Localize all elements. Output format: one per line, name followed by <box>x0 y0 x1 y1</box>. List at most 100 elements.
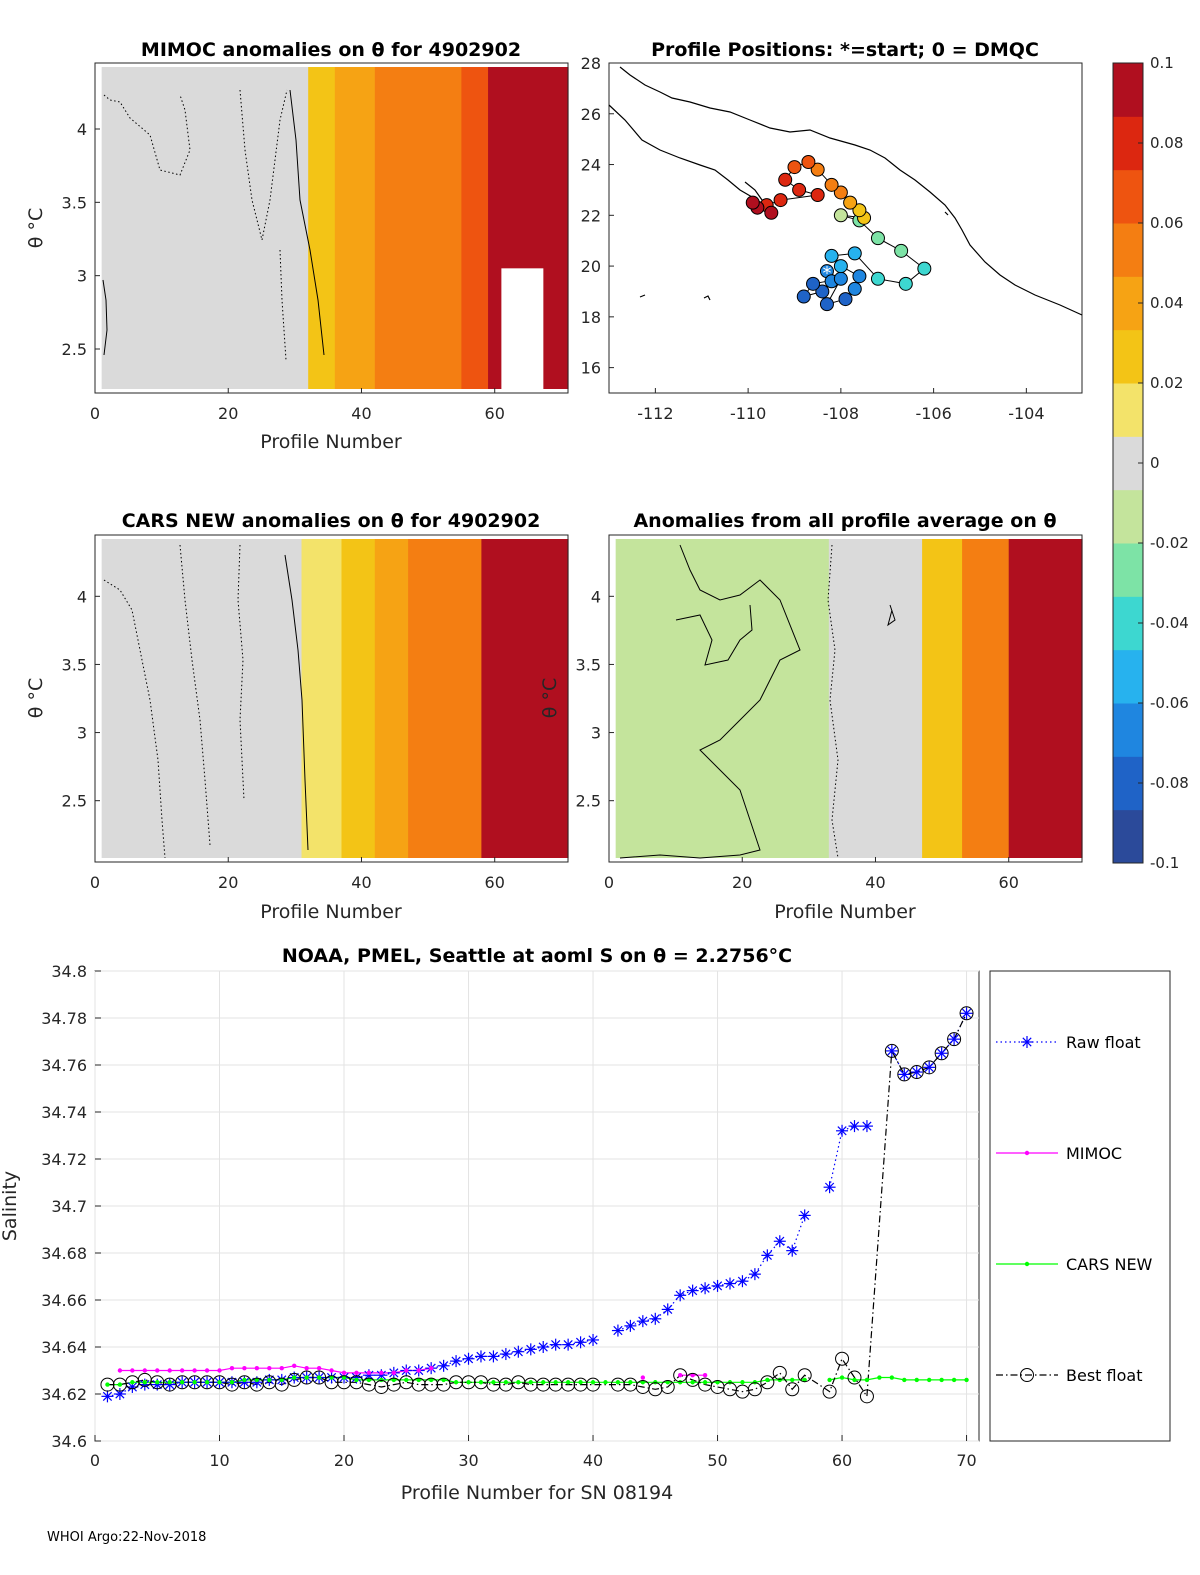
salinity-line-0-2 <box>829 1125 867 1188</box>
salinity-point-1-16 <box>292 1363 297 1369</box>
salinity-point-3-37 <box>548 1377 563 1392</box>
salinity-series-markers <box>100 1006 974 1404</box>
positions-ytick-label-2: 20 <box>581 257 601 276</box>
profile-point-23 <box>843 195 858 210</box>
positions-xtick-label-1: -110 <box>730 404 766 423</box>
mimoc-column-0 <box>101 67 309 389</box>
track-start-marker: * <box>822 263 831 284</box>
mimoc-heatmap <box>101 67 569 389</box>
salinity-point-0-53 <box>748 1268 761 1281</box>
salinity-point-2-67 <box>926 1377 932 1383</box>
salinity-point-3-17 <box>299 1370 314 1385</box>
salinity-point-3-9 <box>200 1375 215 1390</box>
salinity-point-2-44 <box>640 1380 646 1385</box>
salinity-point-0-50 <box>711 1279 724 1292</box>
salinity-point-2-5 <box>155 1380 160 1385</box>
cars-xtick-label-2: 40 <box>351 873 371 892</box>
salinity-point-2-68 <box>939 1377 944 1383</box>
salinity-point-0-66 <box>910 1066 923 1079</box>
salinity-point-3-57 <box>797 1368 812 1383</box>
avg-xtick-label-2: 40 <box>865 873 885 892</box>
mimoc-panel: MIMOC anomalies on θ for 4902902 0 20 40 60… <box>25 39 569 453</box>
profile-point-7 <box>819 297 834 312</box>
salinity-point-0-31 <box>474 1350 487 1363</box>
salinity-point-0-37 <box>549 1338 562 1351</box>
cars-xtick-label-3: 60 <box>485 873 505 892</box>
salinity-point-3-53 <box>747 1382 762 1397</box>
cars-ytick-label-0: 2.5 <box>62 792 87 811</box>
cars-column-1 <box>301 539 343 858</box>
salinity-line-0-0 <box>107 1339 594 1397</box>
salinity-xlabel: Profile Number for SN 08194 <box>401 1482 673 1504</box>
salinity-point-0-42 <box>611 1324 624 1337</box>
mimoc-ylabel: θ °C <box>25 208 47 248</box>
salinity-point-1-26 <box>416 1368 421 1373</box>
salinity-point-2-33 <box>503 1380 509 1385</box>
cars-y-ticks: 2.5 3 3.5 4 <box>62 587 100 811</box>
salinity-point-0-56 <box>786 1244 799 1257</box>
mimoc-column-1 <box>308 67 336 389</box>
salinity-point-3-7 <box>175 1375 190 1390</box>
salinity-point-3-39 <box>573 1377 588 1392</box>
profile-point-12 <box>824 248 839 263</box>
positions-xtick-label-4: -104 <box>1008 404 1044 423</box>
salinity-point-1-49 <box>702 1373 708 1378</box>
salinity-point-3-26 <box>411 1377 426 1392</box>
profile-point-6 <box>833 271 848 286</box>
cars-contour-3 <box>237 544 245 801</box>
salinity-point-3-38 <box>561 1377 576 1392</box>
allavg-x-ticks: 0 20 40 60 <box>604 857 1019 892</box>
salinity-point-0-64 <box>885 1044 898 1057</box>
salinity-point-2-29 <box>453 1380 459 1385</box>
allavg-heatmap <box>615 539 1083 858</box>
salinity-point-2-9 <box>204 1380 210 1385</box>
colorbar-segment-9 <box>1113 329 1143 384</box>
salinity-point-2-8 <box>192 1380 197 1385</box>
positions-xtick-label-0: -112 <box>637 404 673 423</box>
salinity-point-3-1 <box>100 1377 115 1392</box>
profile-point-4 <box>796 289 811 304</box>
salinity-point-2-43 <box>628 1380 633 1385</box>
salinity-point-2-52 <box>740 1380 745 1385</box>
salinity-xtick-label-0: 0 <box>90 1451 100 1470</box>
salinity-point-2-7 <box>179 1380 185 1385</box>
positions-ytick-label-0: 16 <box>581 359 601 378</box>
salinity-point-2-14 <box>267 1377 272 1383</box>
profile-point-10 <box>852 269 867 284</box>
salinity-point-2-61 <box>852 1377 857 1383</box>
allavg-contours <box>619 544 896 859</box>
colorbar-tick-label-3: 0.04 <box>1150 294 1183 312</box>
cars-column-4 <box>408 539 449 858</box>
mimoc-xtick-label-2: 40 <box>351 404 371 423</box>
salinity-point-0-1 <box>101 1390 114 1403</box>
salinity-point-0-51 <box>723 1277 736 1290</box>
colorbar-tick-label-0: 0.1 <box>1150 54 1174 72</box>
salinity-point-2-2 <box>117 1382 123 1387</box>
mimoc-axes-box <box>94 62 569 394</box>
salinity-point-2-6 <box>167 1380 172 1385</box>
salinity-point-2-56 <box>790 1377 795 1383</box>
salinity-point-0-29 <box>450 1355 463 1368</box>
allavg-axes-box <box>608 534 1083 863</box>
cars-column-6 <box>481 539 569 858</box>
salinity-point-2-63 <box>877 1375 882 1380</box>
avg-ytick-label-2: 3.5 <box>576 655 601 674</box>
profile-point-3 <box>815 284 830 299</box>
profile-points <box>745 155 932 312</box>
salinity-point-1-5 <box>155 1368 160 1373</box>
mimoc-ytick-label-0: 2.5 <box>62 340 87 359</box>
profile-point-28 <box>787 160 802 175</box>
mimoc-column-2 <box>334 67 376 389</box>
mimoc-missing-data <box>501 268 544 392</box>
cars-ytick-label-3: 4 <box>77 587 87 606</box>
salinity-point-3-42 <box>610 1377 625 1392</box>
salinity-point-2-62 <box>864 1377 870 1383</box>
salinity-point-3-46 <box>660 1379 675 1394</box>
cars-contour-4 <box>284 554 309 851</box>
salinity-point-0-39 <box>574 1336 587 1349</box>
colorbar-tick-label-5: 0 <box>1150 454 1160 472</box>
salinity-point-2-11 <box>229 1380 235 1385</box>
allavg-contour-3 <box>827 544 839 859</box>
cars-xtick-label-0: 0 <box>90 873 100 892</box>
salinity-point-3-27 <box>424 1377 439 1392</box>
